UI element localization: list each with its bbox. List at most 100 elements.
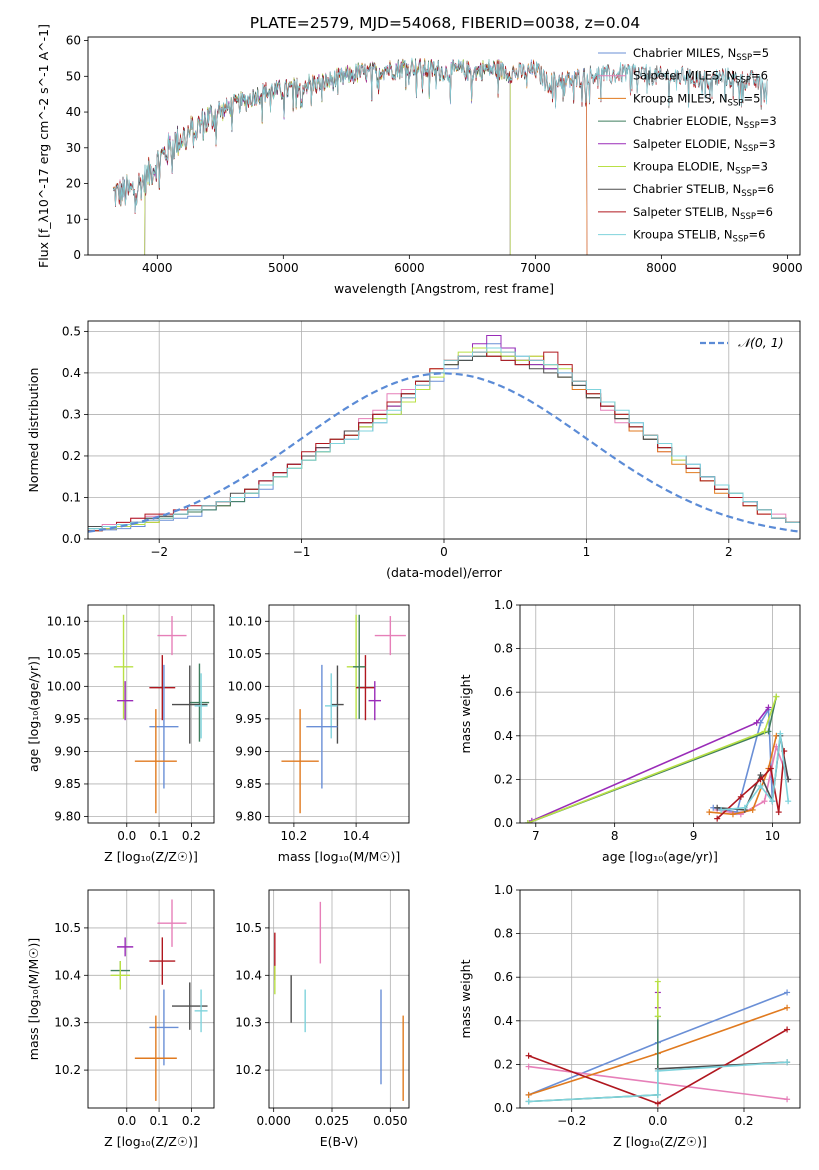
x-tick-label: 0.2 bbox=[182, 829, 201, 843]
x-tick-label: 10 bbox=[765, 829, 780, 843]
y-tick-label: 10.00 bbox=[228, 679, 262, 693]
x-tick-label: −2 bbox=[150, 545, 168, 559]
figure-title: PLATE=2579, MJD=54068, FIBERID=0038, z=0… bbox=[250, 14, 640, 32]
histogram-salpeter_stelib bbox=[88, 351, 800, 532]
legend-label: Salpeter ELODIE, NSSP=3 bbox=[633, 137, 776, 154]
x-tick-label: 1 bbox=[583, 545, 591, 559]
x-tick-label: 9000 bbox=[772, 261, 803, 275]
axes-frame bbox=[268, 604, 410, 824]
axes-frame bbox=[268, 889, 410, 1109]
y-tick-label: 10.4 bbox=[54, 968, 81, 982]
y-tick-label: 40 bbox=[66, 105, 81, 119]
axes-frame bbox=[87, 604, 215, 824]
x-tick-label: 7000 bbox=[520, 261, 551, 275]
y-axis-label: mass [log₁₀(M/M☉)] bbox=[26, 938, 41, 1060]
y-tick-label: 10.5 bbox=[235, 921, 262, 935]
x-tick-label: 0.000 bbox=[256, 1114, 290, 1128]
y-tick-label: 9.85 bbox=[235, 777, 262, 791]
y-tick-label: 0.6 bbox=[494, 970, 513, 984]
y-tick-label: 0.2 bbox=[62, 449, 81, 463]
plot-area bbox=[524, 693, 792, 823]
x-tick-label: −0.2 bbox=[557, 1114, 586, 1128]
y-tick-label: 50 bbox=[66, 69, 81, 83]
legend-label: Salpeter STELIB, NSSP=6 bbox=[633, 205, 773, 222]
legend-label: Kroupa MILES, NSSP=5 bbox=[633, 91, 760, 108]
axes-frame bbox=[87, 889, 215, 1109]
x-axis-label: Z [log₁₀(Z/Z☉)] bbox=[104, 1134, 198, 1149]
y-tick-label: 9.95 bbox=[54, 712, 81, 726]
weight-line-salpeter_stelib bbox=[716, 751, 785, 820]
y-axis-label: Flux [f_λ10^-17 erg cm^-2 s^-1 A^-1] bbox=[36, 24, 51, 268]
y-tick-label: 0.2 bbox=[494, 772, 513, 786]
y-tick-label: 1.0 bbox=[494, 883, 513, 897]
x-tick-label: 0.0 bbox=[648, 1114, 667, 1128]
plot-area bbox=[281, 614, 406, 814]
spectrum-line-kroupa_stelib bbox=[112, 57, 768, 213]
y-tick-label: 10.00 bbox=[47, 679, 81, 693]
spectrum-line-salpeter_elodie bbox=[144, 59, 511, 255]
weight-line-kroupa_stelib bbox=[528, 1061, 788, 1103]
plot-area bbox=[88, 335, 800, 533]
plot-area bbox=[525, 978, 791, 1107]
chart-residual-histogram: −2 −1 0 1 2 0.0 0.1 0.2 0.3 0.4 0.5 (data-model)/er… bbox=[26, 320, 801, 580]
x-tick-label: 0.025 bbox=[315, 1114, 349, 1128]
x-tick-label: 9 bbox=[690, 829, 698, 843]
x-axis-label: Z [log₁₀(Z/Z☉)] bbox=[613, 1134, 707, 1149]
y-tick-label: 9.95 bbox=[235, 712, 262, 726]
y-tick-label: 0.0 bbox=[62, 532, 81, 546]
y-tick-label: 0.8 bbox=[494, 642, 513, 656]
x-tick-label: 0.0 bbox=[117, 1114, 136, 1128]
gaussian-curve bbox=[88, 372, 800, 533]
y-tick-label: 0.6 bbox=[494, 685, 513, 699]
x-tick-label: 6000 bbox=[394, 261, 425, 275]
axes-frame bbox=[87, 36, 801, 256]
legend-label: Chabrier STELIB, NSSP=6 bbox=[633, 182, 774, 199]
chart-mass-weight-vs-age: 7 8 9 10 0.0 0.2 0.4 0.6 0.8 1.0 age [log₁₀(age/yr… bbox=[458, 598, 801, 864]
x-tick-label: 5000 bbox=[268, 261, 299, 275]
x-axis-label: Z [log₁₀(Z/Z☉)] bbox=[104, 849, 198, 864]
y-tick-label: 9.90 bbox=[235, 744, 262, 758]
legend-label: Chabrier ELODIE, NSSP=3 bbox=[633, 114, 777, 131]
y-tick-label: 30 bbox=[66, 141, 81, 155]
x-tick-label: 0.1 bbox=[150, 829, 169, 843]
x-tick-label: 0.050 bbox=[373, 1114, 407, 1128]
histogram-kroupa_stelib bbox=[88, 347, 800, 530]
legend-label: 𝒩(0, 1) bbox=[738, 335, 784, 350]
y-axis-label: age [log₁₀(age/yr)] bbox=[26, 656, 41, 772]
y-axis-label: Normed distribution bbox=[26, 368, 41, 493]
y-tick-label: 9.90 bbox=[54, 744, 81, 758]
spectrum-line-chabrier_elodie bbox=[144, 58, 511, 255]
x-axis-label: mass [log₁₀(M/M☉)] bbox=[278, 849, 400, 864]
y-tick-label: 10.05 bbox=[47, 647, 81, 661]
plot-area bbox=[112, 57, 768, 255]
x-tick-label: 0 bbox=[440, 545, 448, 559]
histogram-kroupa_miles bbox=[88, 351, 800, 532]
axes-frame bbox=[519, 889, 801, 1109]
y-tick-label: 10.5 bbox=[54, 921, 81, 935]
spectrum-line-chabrier_miles bbox=[113, 59, 588, 255]
x-tick-label: 8000 bbox=[646, 261, 677, 275]
x-tick-label: 0.1 bbox=[150, 1114, 169, 1128]
chart-age-vs-mass: 10.2 10.4 9.80 9.85 9.90 9.95 10.00 10.05 10.10 m… bbox=[228, 604, 410, 864]
y-tick-label: 0.5 bbox=[62, 324, 81, 338]
x-tick-label: 10.4 bbox=[343, 829, 370, 843]
histogram-chabrier_stelib bbox=[88, 355, 800, 527]
plot-area bbox=[110, 899, 208, 1101]
y-tick-label: 0.8 bbox=[494, 927, 513, 941]
y-tick-label: 10.3 bbox=[54, 1016, 81, 1030]
y-tick-label: 1.0 bbox=[494, 598, 513, 612]
x-axis-label: E(B-V) bbox=[320, 1134, 359, 1149]
y-tick-label: 0.0 bbox=[494, 816, 513, 830]
x-tick-label: 0.2 bbox=[734, 1114, 753, 1128]
chart-mass-vs-z: 0.0 0.1 0.2 10.2 10.3 10.4 10.5 Z [log₁₀(Z/Z☉)]… bbox=[26, 889, 215, 1149]
y-tick-label: 0.3 bbox=[62, 407, 81, 421]
y-tick-label: 10.3 bbox=[235, 1016, 262, 1030]
legend-label: Kroupa ELODIE, NSSP=3 bbox=[633, 160, 768, 177]
y-tick-label: 10.2 bbox=[54, 1063, 81, 1077]
x-tick-label: 10.2 bbox=[281, 829, 308, 843]
x-tick-label: 7 bbox=[532, 829, 540, 843]
y-tick-label: 9.85 bbox=[54, 777, 81, 791]
spectrum-line-kroupa_miles bbox=[112, 58, 588, 255]
y-tick-label: 10.2 bbox=[235, 1063, 262, 1077]
